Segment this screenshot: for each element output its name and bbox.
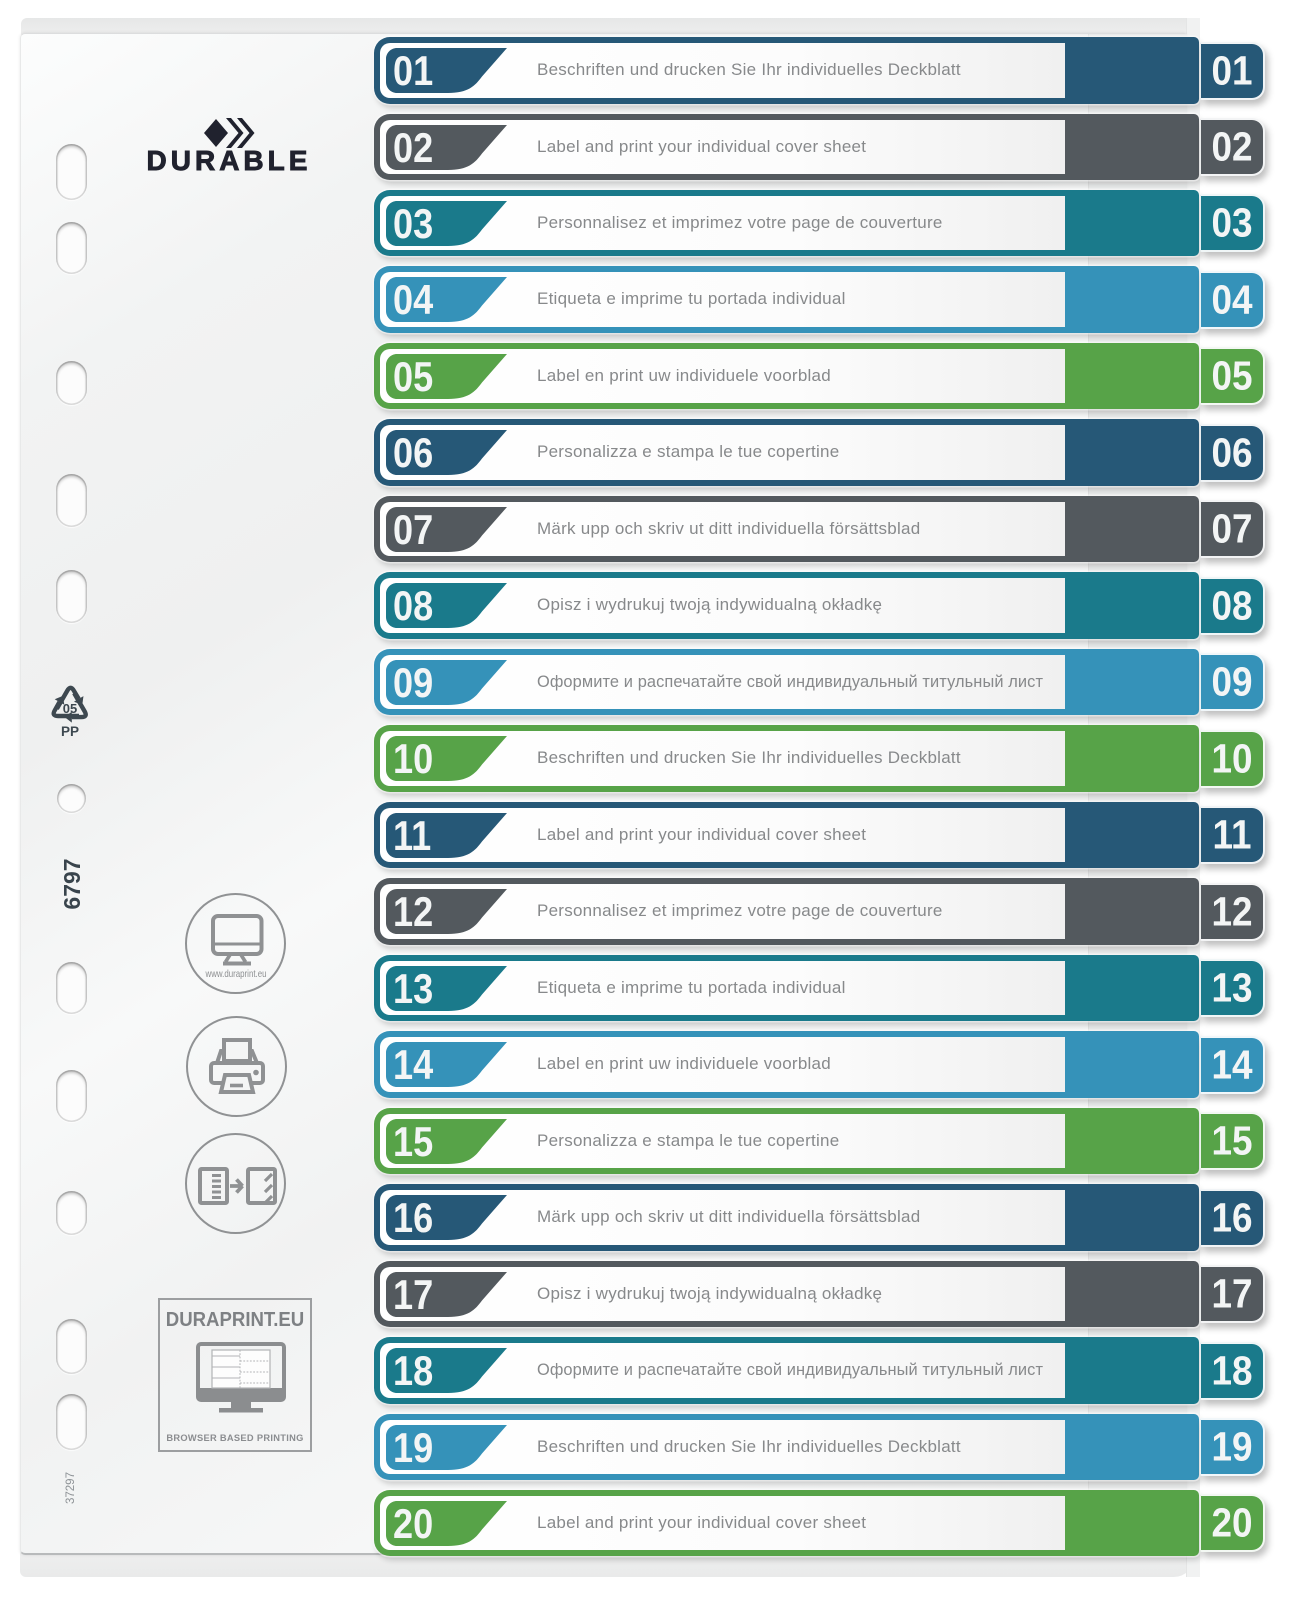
svg-text:05: 05 — [63, 701, 77, 716]
svg-text:PP: PP — [61, 724, 79, 737]
svg-text:DURABLE: DURABLE — [147, 145, 312, 172]
svg-text:www.duraprint.eu: www.duraprint.eu — [205, 968, 267, 980]
